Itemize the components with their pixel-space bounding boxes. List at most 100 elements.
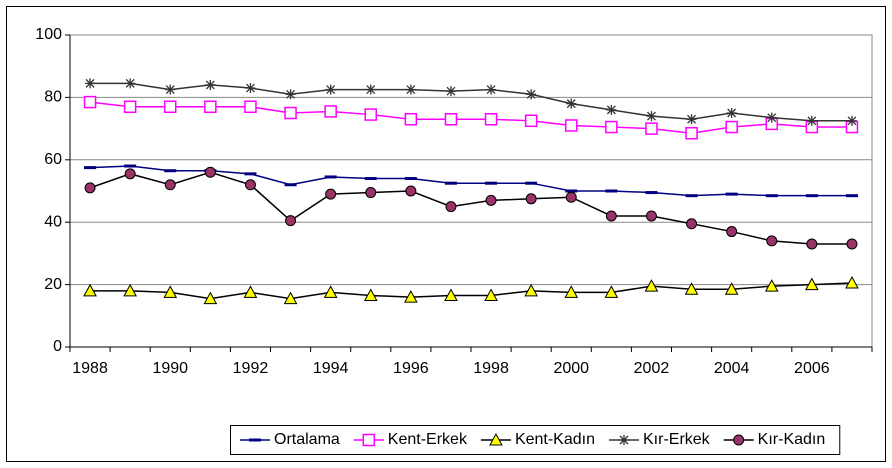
marker (645, 210, 657, 222)
x-tick-label: 2000 (553, 360, 589, 377)
marker (363, 288, 378, 302)
marker (365, 84, 376, 95)
marker-stroke (807, 116, 817, 126)
marker-stroke (286, 89, 296, 99)
marker (325, 84, 336, 95)
marker (245, 83, 256, 94)
marker (204, 166, 216, 178)
marker-stroke (767, 113, 777, 123)
marker (605, 189, 618, 193)
marker (806, 238, 818, 250)
x-tick-label: 1998 (473, 360, 509, 377)
legend-label: Ortalama (274, 431, 340, 448)
y-tick-label: 60 (44, 151, 62, 168)
marker (164, 100, 177, 114)
marker (283, 291, 298, 305)
marker (405, 84, 416, 95)
marker (445, 86, 456, 97)
marker (645, 191, 658, 195)
marker-stroke (366, 85, 376, 95)
marker (724, 282, 739, 295)
x-tick-label: 2004 (714, 360, 750, 377)
marker (85, 78, 96, 89)
marker (163, 285, 178, 298)
marker (285, 89, 296, 100)
marker (765, 194, 778, 198)
series-line (89, 101, 852, 135)
marker (404, 290, 418, 303)
marker (404, 177, 417, 181)
marker (524, 283, 538, 297)
legend-item: Kent-Erkek (353, 431, 468, 448)
marker (604, 285, 619, 298)
marker (806, 115, 817, 126)
marker (526, 89, 537, 100)
marker (766, 112, 777, 123)
marker (323, 285, 338, 298)
marker (405, 185, 417, 197)
marker (725, 120, 738, 134)
legend-label: Kır-Erkek (643, 431, 711, 448)
marker (606, 104, 617, 115)
marker (325, 188, 337, 200)
marker (726, 108, 737, 118)
y-tick-label: 40 (44, 213, 62, 230)
marker (485, 194, 497, 206)
marker (525, 181, 538, 185)
marker-stroke (125, 78, 135, 88)
legend-item: Kent-Kadın (480, 431, 595, 448)
y-tick-label: 0 (53, 338, 62, 355)
marker (285, 215, 297, 227)
marker (486, 84, 497, 95)
legend-item: Ortalama (240, 431, 340, 448)
x-tick-label: 1994 (313, 360, 349, 377)
marker (84, 166, 97, 170)
marker (324, 175, 337, 179)
x-tick-label: 1992 (233, 360, 269, 377)
marker (846, 115, 857, 126)
marker (484, 288, 498, 302)
marker (123, 283, 137, 297)
marker-stroke (165, 85, 175, 95)
marker (605, 120, 618, 134)
x-tick-label: 1990 (152, 360, 188, 377)
legend-label: Kent-Erkek (388, 431, 468, 448)
marker (362, 433, 376, 447)
marker (364, 177, 377, 181)
marker (249, 438, 261, 442)
marker (83, 283, 97, 297)
legend-item: Kır-Erkek (609, 431, 711, 448)
marker (524, 114, 538, 128)
marker (846, 238, 858, 250)
marker (685, 194, 698, 198)
marker (566, 98, 577, 109)
marker (124, 168, 136, 180)
marker (244, 179, 256, 191)
marker (244, 172, 257, 176)
marker (83, 95, 97, 109)
x-tick-label: 1988 (72, 360, 108, 377)
marker-stroke (486, 85, 496, 95)
marker (123, 100, 137, 114)
y-tick-label: 100 (35, 26, 62, 43)
marker (484, 112, 498, 126)
marker (644, 279, 659, 292)
marker-stroke (326, 85, 336, 95)
marker (444, 288, 458, 302)
marker (124, 164, 137, 168)
marker (619, 435, 629, 445)
marker-stroke (85, 78, 95, 88)
marker (565, 189, 578, 193)
marker (726, 226, 738, 238)
marker (805, 194, 818, 198)
marker (686, 218, 698, 230)
marker (284, 106, 297, 120)
legend-label: Kent-Kadın (515, 431, 595, 448)
series-line (90, 165, 852, 197)
marker (564, 285, 579, 298)
marker (686, 114, 697, 125)
marker (244, 100, 257, 114)
marker (84, 182, 96, 194)
marker (164, 169, 177, 173)
